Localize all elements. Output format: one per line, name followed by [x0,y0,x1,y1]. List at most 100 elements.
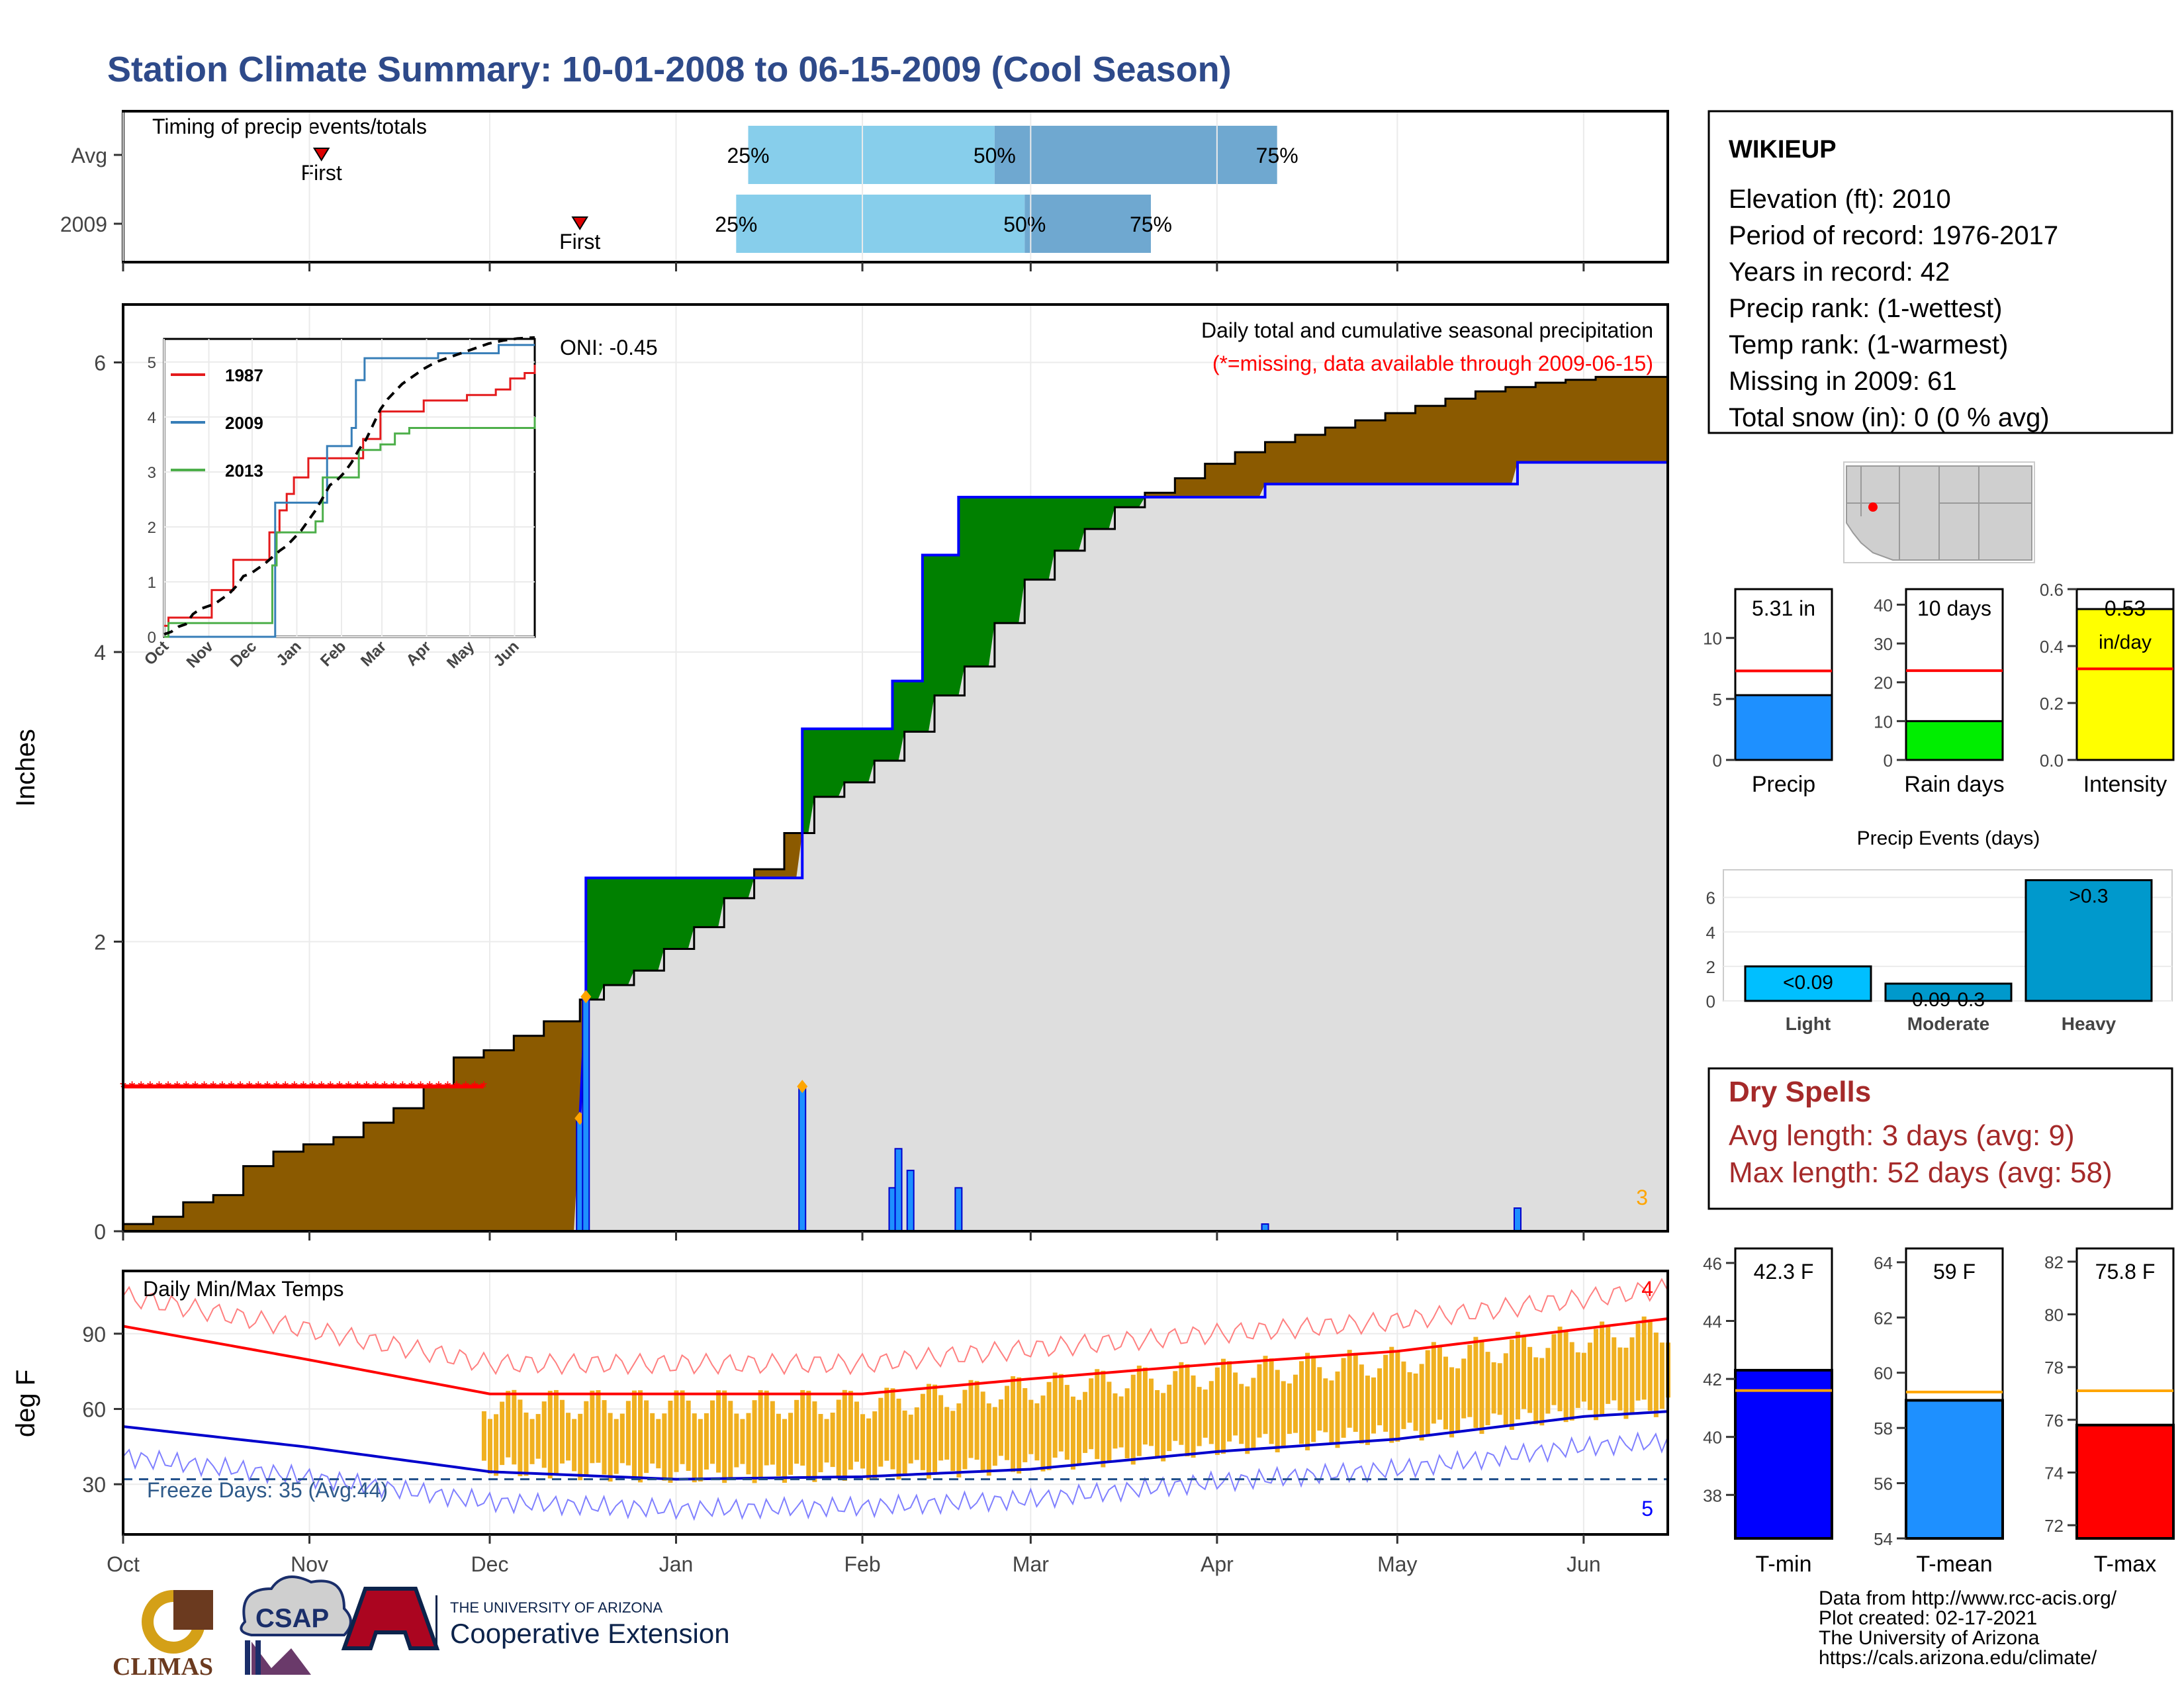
daily-temp-bar [1017,1377,1022,1474]
daily-temp-bar [1214,1367,1220,1455]
daily-temp-bar [680,1390,685,1464]
daily-temp-bar [1161,1393,1166,1462]
daily-temp-bar [1437,1345,1442,1420]
daily-temp-bar [1647,1321,1653,1411]
daily-temp-bar [529,1419,535,1464]
inset-legend-label: 2009 [225,413,263,433]
inset-y-tick-label: 4 [148,409,156,427]
daily-temp-bar [1449,1367,1455,1438]
daily-temp-bar [1173,1371,1178,1441]
temp-y-axis-label: deg F [11,1370,40,1437]
daily-temp-bar [908,1415,913,1464]
daily-temp-bar [1299,1361,1304,1444]
daily-temp-bar [1005,1385,1010,1460]
temp-title: Daily Min/Max Temps [143,1277,343,1301]
timing-bar-50-75 [994,126,1277,184]
precip-y-tick-label: 0 [94,1220,106,1244]
temp-summary-tick-label: 46 [1703,1254,1722,1274]
daily-temp-bar [553,1389,559,1476]
daily-temp-bar [1377,1368,1383,1426]
timing-bar-25-50 [748,126,995,184]
precip-y-tick-label: 2 [94,931,106,955]
daily-temp-bar [650,1413,655,1464]
daily-temp-bar [1497,1363,1502,1415]
daily-temp-bar [1058,1374,1064,1452]
timing-row-label: Avg [71,144,107,167]
daily-temp-bar [704,1413,709,1470]
timing-first-marker [571,216,588,230]
daily-temp-bar [1208,1381,1214,1444]
precip-title: Daily total and cumulative seasonal prec… [1201,318,1653,342]
daily-temp-bar [758,1390,763,1477]
daily-temp-bar [968,1380,974,1458]
daily-temp-bar [523,1412,529,1476]
mini-bar-tick-label: 0.4 [2040,637,2064,657]
temp-x-tick-label: Nov [291,1552,328,1576]
dry-spells-box: Dry Spells Avg length: 3 days (avg: 9) M… [1707,1067,2173,1210]
university-of-arizona-logo: THE UNIVERSITY OF ARIZONA Cooperative Ex… [341,1587,730,1650]
daily-temp-bar [1407,1372,1412,1423]
locator-map [1843,461,2035,563]
mini-bar-tick-label: 0 [1713,751,1722,771]
daily-temp-bar [608,1413,613,1482]
daily-temp-bar [1245,1386,1250,1454]
daily-temp-bar [1461,1358,1467,1419]
daily-temp-bar [806,1390,811,1478]
station-snow: Total snow (in): 0 (0 % avg) [1729,403,2050,432]
daily-temp-bar [842,1389,847,1481]
ua-top-text: THE UNIVERSITY OF ARIZONA [450,1599,662,1616]
precip-y-tick-label: 6 [94,352,106,375]
inset-series-line [164,344,535,638]
daily-temp-bar [740,1419,745,1464]
daily-temp-bar [1293,1374,1298,1433]
daily-temp-bar [734,1413,739,1468]
inset-y-tick-label: 1 [148,574,156,592]
daily-temp-bar [1052,1372,1058,1458]
daily-temp-bar [1455,1368,1461,1431]
temp-summary-tick-label: 62 [1874,1308,1893,1328]
temp-x-tick-label: Apr [1201,1552,1234,1576]
daily-temp-bar [1557,1327,1563,1411]
mini-bar-category-label: Precip [1752,772,1815,797]
daily-temp-bar [481,1411,486,1461]
daily-temp-bar [776,1413,781,1476]
daily-temp-bar [1028,1399,1034,1454]
daily-temp-bar [1257,1364,1262,1438]
timing-bar-50-75 [1024,195,1151,253]
temp-summary-tick-label: 74 [2044,1463,2064,1483]
daily-temp-bar [1089,1378,1094,1450]
station-missing: Missing in 2009: 61 [1729,367,1957,396]
daily-temp-bar [998,1399,1003,1456]
daily-temp-bar [1023,1387,1028,1462]
daily-temp-bar [566,1413,571,1461]
temp-panel: Daily Min/Max Temps Freeze Days: 35 (Avg… [11,1270,1670,1576]
daily-temp-bar [631,1390,637,1478]
daily-temp-bar [1569,1342,1574,1421]
daily-temp-bar [1335,1371,1340,1448]
daily-temp-bar [812,1401,817,1482]
daily-temp-bar [572,1419,577,1472]
daily-temp-bar [956,1403,962,1477]
daily-temp-bar [884,1387,889,1461]
daily-temp-bar [1563,1330,1569,1423]
daily-temp-bar [1551,1334,1557,1405]
daily-temp-bar [1485,1352,1490,1426]
timing-panel: Timing of precip events/totals Avg 25% 50%… [60,110,2036,271]
daily-temp-bar [1329,1380,1334,1444]
daily-temp-bar [644,1400,649,1474]
daily-temp-bar [854,1401,859,1462]
temp-summary-bar [1905,1399,2004,1540]
daily-temp-bar [1515,1331,1520,1420]
record-low-count: 5 [1641,1497,1653,1521]
station-elevation: Elevation (ft): 2010 [1729,185,1951,214]
temp-summary-value-label: 42.3 F [1754,1260,1814,1284]
temp-y-tick-label: 60 [82,1397,106,1421]
daily-temp-bar [1263,1356,1268,1434]
daily-temp-bar [1311,1355,1316,1442]
daily-temp-bar [1443,1356,1448,1430]
mini-bar-category-label: Intensity [2083,772,2167,797]
inset-y-tick-label: 5 [148,354,156,372]
footer-credits: Data from http://www.rcc-acis.org/ Plot … [1819,1587,2117,1669]
daily-precip-record-marker [580,990,592,1004]
